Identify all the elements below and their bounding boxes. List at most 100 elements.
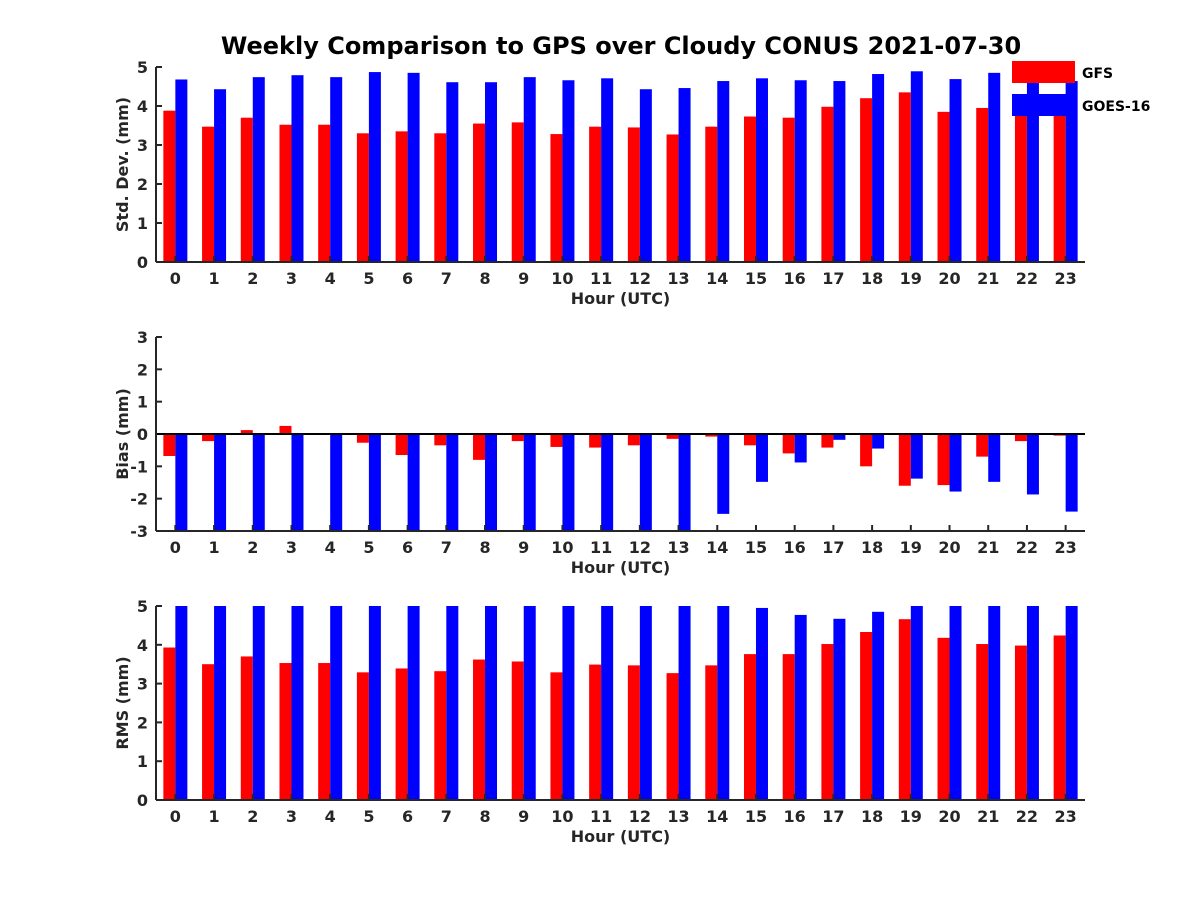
x-tick-label: 18 — [861, 538, 883, 557]
x-tick-label: 18 — [861, 269, 883, 288]
x-tick-label: 4 — [325, 269, 336, 288]
bar-goes-16-hour-13 — [678, 88, 691, 262]
y-tick-label: -2 — [130, 490, 148, 509]
bar-gfs-hour-3 — [279, 425, 292, 434]
x-tick-label: 0 — [170, 538, 181, 557]
bar-gfs-hour-20 — [937, 637, 950, 800]
bar-goes-16-hour-6 — [407, 434, 420, 531]
bar-gfs-hour-8 — [473, 659, 486, 800]
bar-goes-16-hour-21 — [988, 72, 1001, 262]
bar-goes-16-hour-23 — [1065, 81, 1078, 262]
bar-goes-16-hour-16 — [794, 434, 807, 463]
x-tick-label: 12 — [629, 269, 651, 288]
bar-goes-16-hour-3 — [291, 434, 304, 531]
x-tick-label: 1 — [208, 807, 219, 826]
bar-gfs-hour-19 — [898, 619, 911, 800]
bar-gfs-hour-20 — [937, 434, 950, 486]
x-tick-label: 12 — [629, 538, 651, 557]
x-tick-label: 22 — [1016, 269, 1038, 288]
x-tick-label: 7 — [441, 538, 452, 557]
bar-goes-16-hour-7 — [446, 606, 459, 800]
bar-goes-16-hour-22 — [1026, 434, 1039, 495]
x-tick-label: 2 — [247, 807, 258, 826]
bar-goes-16-hour-20 — [949, 606, 962, 800]
bar-goes-16-hour-1 — [214, 434, 227, 531]
bar-goes-16-hour-8 — [485, 606, 498, 800]
bar-goes-16-hour-19 — [910, 71, 923, 262]
bar-gfs-hour-19 — [898, 434, 911, 486]
y-tick-label: 3 — [137, 328, 148, 347]
x-tick-label: 15 — [745, 807, 767, 826]
bar-gfs-hour-15 — [743, 654, 756, 800]
bar-goes-16-hour-4 — [330, 77, 343, 262]
x-tick-label: 16 — [784, 269, 806, 288]
bar-gfs-hour-18 — [860, 98, 873, 262]
x-tick-label: 6 — [402, 269, 413, 288]
x-tick-label: 14 — [706, 269, 728, 288]
bar-goes-16-hour-16 — [794, 80, 807, 262]
bar-goes-16-hour-22 — [1026, 606, 1039, 800]
bar-gfs-hour-16 — [782, 654, 795, 800]
x-tick-label: 8 — [479, 269, 490, 288]
bar-gfs-hour-2 — [240, 430, 253, 434]
bar-goes-16-hour-4 — [330, 606, 343, 800]
bar-goes-16-hour-8 — [485, 434, 498, 531]
bar-gfs-hour-13 — [666, 134, 679, 262]
bar-gfs-hour-7 — [434, 434, 447, 446]
x-tick-label: 7 — [441, 269, 452, 288]
bar-gfs-hour-21 — [976, 644, 989, 800]
bar-goes-16-hour-16 — [794, 614, 807, 800]
y-tick-label: 2 — [137, 360, 148, 379]
x-axis-label: Hour (UTC) — [571, 289, 671, 308]
bar-gfs-hour-17 — [821, 106, 834, 262]
y-tick-label: 2 — [137, 713, 148, 732]
bar-goes-16-hour-5 — [368, 72, 381, 262]
bar-goes-16-hour-12 — [639, 606, 652, 800]
x-tick-label: 9 — [518, 538, 529, 557]
bar-gfs-hour-7 — [434, 133, 447, 262]
x-tick-label: 9 — [518, 269, 529, 288]
x-tick-label: 5 — [363, 807, 374, 826]
x-tick-label: 16 — [784, 538, 806, 557]
bar-goes-16-hour-12 — [639, 89, 652, 262]
bar-goes-16-hour-18 — [872, 74, 885, 263]
x-tick-label: 2 — [247, 269, 258, 288]
bar-goes-16-hour-20 — [949, 434, 962, 492]
x-tick-label: 14 — [706, 538, 728, 557]
x-tick-label: 10 — [551, 807, 573, 826]
bar-goes-16-hour-2 — [252, 434, 265, 531]
figure-title: Weekly Comparison to GPS over Cloudy CON… — [221, 32, 1021, 60]
y-tick-label: 0 — [137, 425, 148, 444]
bar-gfs-hour-2 — [240, 117, 253, 262]
bar-gfs-hour-23 — [1053, 113, 1066, 262]
x-tick-label: 21 — [977, 807, 999, 826]
bar-gfs-hour-15 — [743, 434, 756, 446]
bar-gfs-hour-2 — [240, 656, 253, 800]
x-tick-label: 2 — [247, 538, 258, 557]
x-tick-label: 7 — [441, 807, 452, 826]
y-tick-label: 1 — [137, 393, 148, 412]
x-tick-label: 13 — [667, 269, 689, 288]
bar-gfs-hour-9 — [511, 434, 524, 442]
bar-goes-16-hour-13 — [678, 434, 691, 531]
x-tick-label: 18 — [861, 807, 883, 826]
y-tick-label: 5 — [137, 58, 148, 77]
legend-swatch-gfs — [1012, 61, 1075, 83]
y-tick-label: 3 — [137, 136, 148, 155]
x-tick-label: 13 — [667, 538, 689, 557]
x-tick-label: 9 — [518, 807, 529, 826]
bar-gfs-hour-12 — [627, 665, 640, 800]
bar-gfs-hour-21 — [976, 107, 989, 262]
bar-gfs-hour-0 — [163, 434, 176, 456]
bar-gfs-hour-3 — [279, 663, 292, 800]
bar-goes-16-hour-5 — [368, 434, 381, 531]
bar-goes-16-hour-9 — [523, 77, 536, 262]
bar-gfs-hour-11 — [589, 434, 602, 448]
bar-gfs-hour-11 — [589, 126, 602, 262]
x-tick-label: 22 — [1016, 807, 1038, 826]
bar-goes-16-hour-22 — [1026, 77, 1039, 262]
x-tick-label: 21 — [977, 269, 999, 288]
x-tick-label: 13 — [667, 807, 689, 826]
bar-gfs-hour-6 — [395, 131, 408, 262]
